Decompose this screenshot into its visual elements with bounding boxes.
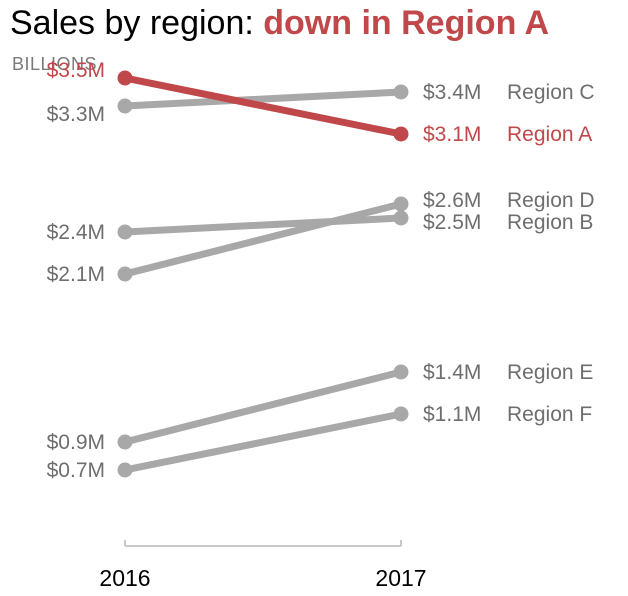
- chart-title-prefix: Sales by region:: [10, 4, 264, 42]
- x-tick-label: 2016: [99, 565, 150, 591]
- region-f-value-label-2016: $0.7M: [47, 459, 105, 482]
- region-b-value-label-2016: $2.4M: [47, 221, 105, 244]
- chart-title: Sales by region: down in Region A: [10, 4, 549, 43]
- region-d-series-label: Region D: [507, 189, 595, 212]
- region-c-point-2017: [393, 84, 409, 100]
- region-a-series-label: Region A: [507, 123, 592, 146]
- region-f-point-2017: [393, 406, 409, 422]
- region-c-value-label-2017: $3.4M: [423, 81, 481, 104]
- chart-title-highlight: down in Region A: [263, 4, 550, 42]
- region-d-point-2017: [393, 196, 409, 212]
- region-f-line: [121, 410, 405, 474]
- region-b-series-label: Region B: [507, 211, 593, 234]
- region-c-value-label-2016: $3.3M: [47, 103, 105, 126]
- region-c-line: [121, 88, 405, 110]
- region-c-point-2016: [117, 98, 133, 114]
- region-e-point-2016: [117, 434, 133, 450]
- region-f-series-label: Region F: [507, 403, 592, 426]
- region-f-point-2016: [117, 462, 133, 478]
- region-a-value-label-2016: $3.5M: [47, 59, 105, 82]
- region-e-point-2017: [393, 364, 409, 380]
- region-b-value-label-2017: $2.5M: [423, 211, 481, 234]
- region-b-point-2017: [393, 210, 409, 226]
- region-e-value-label-2017: $1.4M: [423, 361, 481, 384]
- region-a-point-2016: [117, 70, 133, 86]
- region-d-line: [121, 200, 405, 278]
- region-a-value-label-2017: $3.1M: [423, 123, 481, 146]
- region-b-line: [121, 214, 405, 236]
- x-tick-label: 2017: [375, 565, 426, 591]
- region-d-value-label-2017: $2.6M: [423, 189, 481, 212]
- region-e-line: [121, 368, 405, 446]
- region-d-point-2016: [117, 266, 133, 282]
- region-c-series-label: Region C: [507, 81, 595, 104]
- chart-subtitle: BILLIONS: [12, 54, 98, 74]
- region-e-value-label-2016: $0.9M: [47, 431, 105, 454]
- region-e-series-label: Region E: [507, 361, 593, 384]
- region-f-value-label-2017: $1.1M: [423, 403, 481, 426]
- region-b-point-2016: [117, 224, 133, 240]
- region-a-line: [121, 74, 405, 138]
- region-d-value-label-2016: $2.1M: [47, 263, 105, 286]
- region-a-point-2017: [393, 126, 409, 142]
